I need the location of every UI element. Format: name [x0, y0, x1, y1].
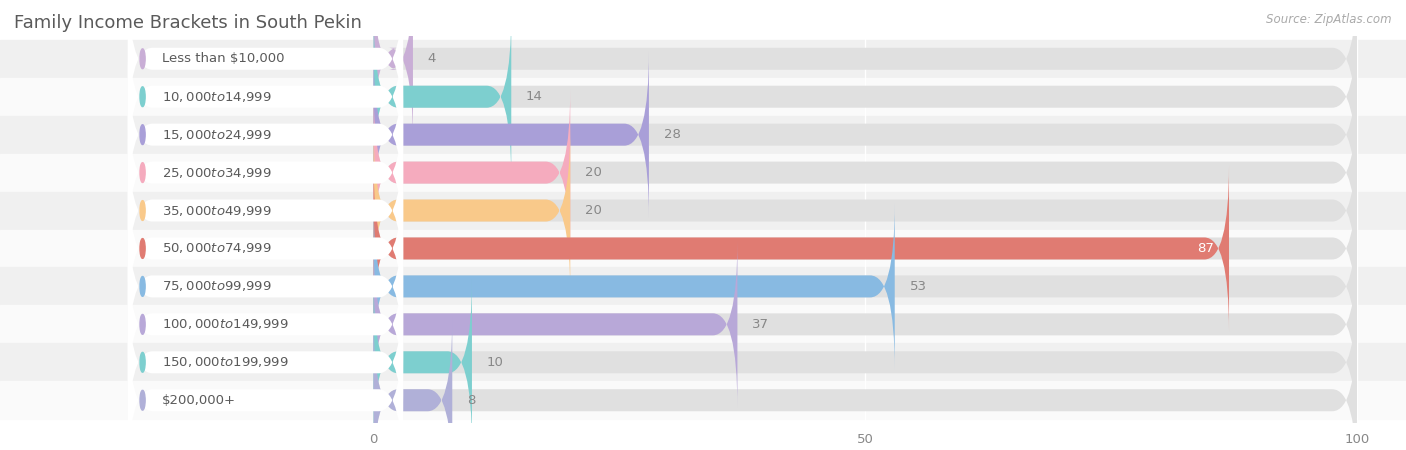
Bar [0, 230, 1406, 267]
Text: $200,000+: $200,000+ [162, 394, 236, 407]
Circle shape [141, 276, 145, 296]
FancyBboxPatch shape [374, 89, 1357, 256]
FancyBboxPatch shape [374, 165, 1357, 332]
Bar [0, 78, 1406, 116]
FancyBboxPatch shape [128, 51, 404, 219]
Text: 8: 8 [467, 394, 475, 407]
Circle shape [141, 390, 145, 410]
Text: Family Income Brackets in South Pekin: Family Income Brackets in South Pekin [14, 14, 361, 32]
Bar [0, 343, 1406, 381]
FancyBboxPatch shape [374, 240, 1357, 408]
FancyBboxPatch shape [374, 127, 1357, 294]
FancyBboxPatch shape [374, 13, 512, 180]
Text: $15,000 to $24,999: $15,000 to $24,999 [162, 128, 271, 142]
FancyBboxPatch shape [128, 0, 404, 143]
Circle shape [141, 201, 145, 220]
FancyBboxPatch shape [128, 316, 404, 450]
Text: $35,000 to $49,999: $35,000 to $49,999 [162, 203, 271, 217]
FancyBboxPatch shape [374, 240, 737, 408]
Text: 28: 28 [664, 128, 681, 141]
Text: $25,000 to $34,999: $25,000 to $34,999 [162, 166, 271, 180]
FancyBboxPatch shape [374, 127, 571, 294]
Text: 20: 20 [585, 204, 602, 217]
Circle shape [141, 352, 145, 372]
FancyBboxPatch shape [374, 202, 894, 370]
Text: 14: 14 [526, 90, 543, 103]
Text: 87: 87 [1198, 242, 1215, 255]
FancyBboxPatch shape [128, 202, 404, 370]
Text: Source: ZipAtlas.com: Source: ZipAtlas.com [1267, 14, 1392, 27]
Circle shape [141, 163, 145, 183]
Text: $75,000 to $99,999: $75,000 to $99,999 [162, 279, 271, 293]
FancyBboxPatch shape [128, 279, 404, 446]
FancyBboxPatch shape [374, 0, 1357, 143]
FancyBboxPatch shape [374, 316, 1357, 450]
Circle shape [141, 49, 145, 69]
Bar [0, 116, 1406, 153]
FancyBboxPatch shape [374, 279, 472, 446]
FancyBboxPatch shape [374, 165, 1229, 332]
Bar [0, 267, 1406, 306]
Text: Less than $10,000: Less than $10,000 [162, 52, 285, 65]
FancyBboxPatch shape [374, 279, 1357, 446]
FancyBboxPatch shape [128, 240, 404, 408]
FancyBboxPatch shape [374, 316, 453, 450]
Text: 4: 4 [427, 52, 436, 65]
Circle shape [141, 238, 145, 258]
Text: $10,000 to $14,999: $10,000 to $14,999 [162, 90, 271, 104]
Bar [0, 153, 1406, 192]
Circle shape [141, 125, 145, 144]
Bar [0, 381, 1406, 419]
FancyBboxPatch shape [374, 51, 650, 219]
FancyBboxPatch shape [374, 89, 571, 256]
Text: 37: 37 [752, 318, 769, 331]
FancyBboxPatch shape [374, 13, 1357, 180]
Bar [0, 306, 1406, 343]
FancyBboxPatch shape [128, 127, 404, 294]
FancyBboxPatch shape [374, 51, 1357, 219]
Circle shape [141, 315, 145, 334]
Bar [0, 192, 1406, 230]
FancyBboxPatch shape [374, 0, 413, 143]
Text: $100,000 to $149,999: $100,000 to $149,999 [162, 317, 288, 331]
Text: $50,000 to $74,999: $50,000 to $74,999 [162, 242, 271, 256]
Text: 53: 53 [910, 280, 927, 293]
FancyBboxPatch shape [374, 202, 1357, 370]
FancyBboxPatch shape [128, 165, 404, 332]
Bar [0, 40, 1406, 78]
Circle shape [141, 87, 145, 107]
Text: 20: 20 [585, 166, 602, 179]
FancyBboxPatch shape [128, 89, 404, 256]
FancyBboxPatch shape [128, 13, 404, 180]
Text: $150,000 to $199,999: $150,000 to $199,999 [162, 356, 288, 369]
Text: 10: 10 [486, 356, 503, 369]
